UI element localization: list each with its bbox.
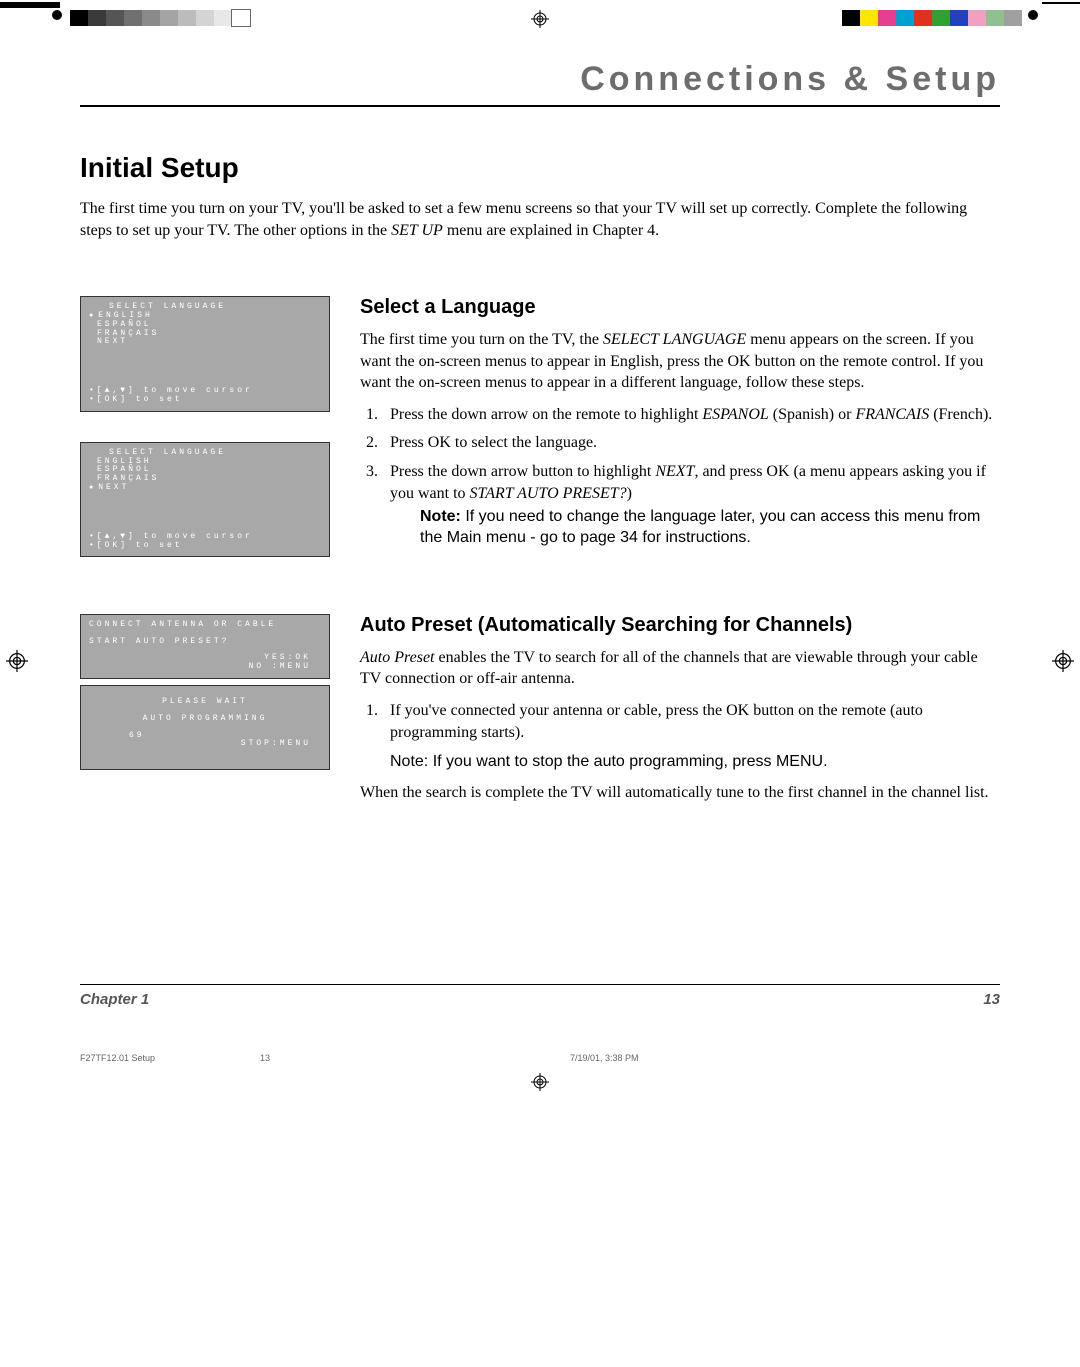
page-title: Initial Setup [80, 152, 1000, 184]
crop-mark [0, 2, 60, 8]
registration-mark-icon [1052, 650, 1074, 672]
text: Press the down arrow on the remote to hi… [390, 406, 702, 423]
registration-mark-icon [531, 10, 549, 28]
crop-dot [52, 10, 62, 20]
list-item: If you've connected your antenna or cabl… [382, 700, 1000, 745]
osd-select-language-english: SELECT LANGUAGEENGLISHESPAÑOLFRANÇAISNEX… [80, 296, 330, 412]
note: Note: If you want to stop the auto progr… [390, 751, 1000, 773]
list-item: Press the down arrow on the remote to hi… [382, 404, 1000, 426]
note-text: If you need to change the language later… [420, 508, 980, 547]
text: ) [627, 485, 632, 502]
text-emphasis: SET UP [391, 222, 443, 239]
ordered-steps: If you've connected your antenna or cabl… [360, 700, 1000, 745]
osd-column: CONNECT ANTENNA OR CABLESTART AUTO PRESE… [80, 614, 330, 814]
crop-dot [1028, 10, 1038, 20]
section-body: Select a Language The first time you tur… [360, 296, 1000, 559]
section-select-language: SELECT LANGUAGEENGLISHESPAÑOLFRANÇAISNEX… [80, 296, 1000, 559]
paragraph: Auto Preset enables the TV to search for… [360, 647, 1000, 690]
paragraph: The first time you turn on the TV, the S… [360, 329, 1000, 394]
chapter-title: Connections & Setup [80, 60, 1000, 99]
color-swatches [842, 10, 1022, 26]
registration-mark-icon [531, 1073, 549, 1091]
text-emphasis: SELECT LANGUAGE [603, 331, 746, 348]
text-emphasis: ESPANOL [702, 406, 768, 423]
page-footer: Chapter 1 13 [80, 984, 1000, 1008]
osd-column: SELECT LANGUAGEENGLISHESPAÑOLFRANÇAISNEX… [80, 296, 330, 559]
imposition-timestamp: 7/19/01, 3:38 PM [570, 1053, 1000, 1063]
section-heading: Auto Preset (Automatically Searching for… [360, 614, 1000, 637]
page-content: Connections & Setup Initial Setup The fi… [80, 60, 1000, 1008]
ordered-steps: Press the down arrow on the remote to hi… [360, 404, 1000, 549]
text-emphasis: NEXT [655, 463, 694, 480]
footer-chapter: Chapter 1 [80, 991, 149, 1008]
osd-select-language-next: SELECT LANGUAGEENGLISHESPAÑOLFRANÇAISNEX… [80, 442, 330, 558]
grayscale-swatches [70, 10, 250, 26]
intro-paragraph: The first time you turn on your TV, you'… [80, 198, 1000, 241]
printer-color-bar-top [0, 0, 1080, 30]
paragraph: When the search is complete the TV will … [360, 782, 1000, 804]
section-heading: Select a Language [360, 296, 1000, 319]
section-auto-preset: CONNECT ANTENNA OR CABLESTART AUTO PRESE… [80, 614, 1000, 814]
chapter-heading: Connections & Setup [80, 60, 1000, 107]
crop-mark [1042, 2, 1080, 4]
text: (French). [929, 406, 992, 423]
footer-page-number: 13 [983, 991, 1000, 1008]
text: (Spanish) or [769, 406, 856, 423]
note-label: Note: [420, 508, 465, 525]
imposition-page: 13 [260, 1053, 570, 1063]
note: Note: If you need to change the language… [420, 506, 1000, 549]
text: enables the TV to search for all of the … [360, 649, 978, 688]
imposition-file: F27TF12.01 Setup [80, 1053, 260, 1063]
text: Press the down arrow button to highlight [390, 463, 655, 480]
osd-auto-programming: PLEASE WAITAUTO PROGRAMMING69STOP:MENU [80, 685, 330, 770]
section-body: Auto Preset (Automatically Searching for… [360, 614, 1000, 814]
list-item: Press the down arrow button to highlight… [382, 461, 1000, 549]
text: menu are explained in Chapter 4. [443, 222, 659, 239]
registration-mark-icon [6, 650, 28, 672]
imposition-footer: F27TF12.01 Setup 13 7/19/01, 3:38 PM [80, 1053, 1000, 1063]
text-emphasis: FRANCAIS [855, 406, 929, 423]
text: The first time you turn on the TV, the [360, 331, 603, 348]
text-emphasis: Auto Preset [360, 649, 435, 666]
list-item: Press OK to select the language. [382, 432, 1000, 454]
osd-start-auto-preset: CONNECT ANTENNA OR CABLESTART AUTO PRESE… [80, 614, 330, 679]
printer-bar-bottom [0, 1073, 1080, 1103]
text-emphasis: START AUTO PRESET? [470, 485, 627, 502]
